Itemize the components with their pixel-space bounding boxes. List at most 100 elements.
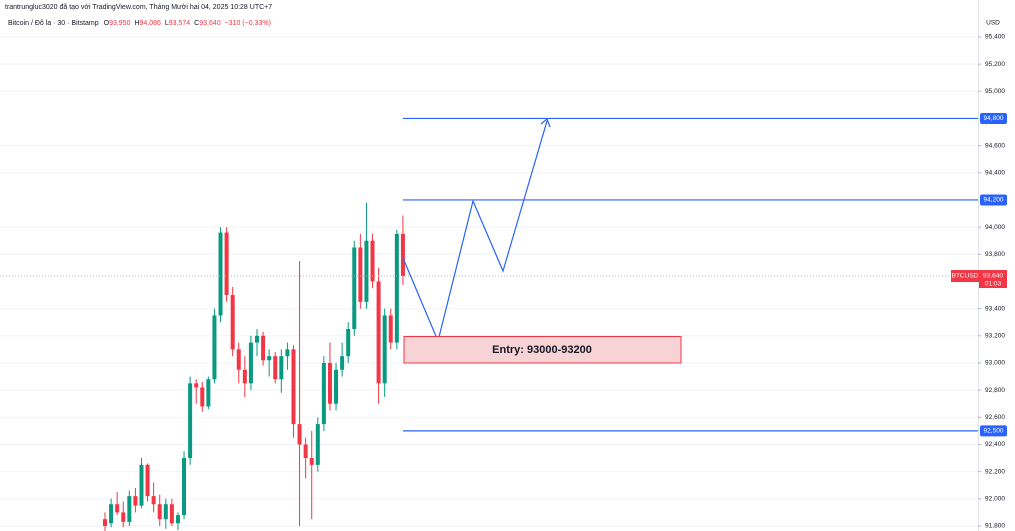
levels bbox=[0, 117, 978, 432]
candle-body bbox=[340, 356, 345, 370]
candle-body bbox=[370, 240, 375, 282]
symbol-name: Bitcoin / Đô la · 30 · Bitstamp bbox=[8, 20, 99, 27]
y-tick-label: 95,200 bbox=[985, 61, 1005, 68]
candle-body bbox=[297, 424, 302, 445]
level-badge bbox=[980, 425, 1007, 437]
candle-body bbox=[157, 504, 162, 520]
y-tick-label: 94,400 bbox=[985, 170, 1005, 177]
candle-body bbox=[382, 315, 387, 384]
candle-body bbox=[309, 458, 314, 465]
candle-body bbox=[236, 349, 241, 370]
candle-body bbox=[388, 315, 393, 343]
candle-body bbox=[194, 383, 199, 388]
candle-body bbox=[334, 369, 339, 404]
candle-body bbox=[358, 247, 363, 302]
level-label: 94,200 bbox=[984, 197, 1004, 204]
entry-zone bbox=[403, 336, 682, 364]
y-tick-label: 94,600 bbox=[985, 142, 1005, 149]
candle-body bbox=[279, 356, 284, 380]
candle-body bbox=[321, 362, 326, 425]
level-label: 94,800 bbox=[984, 115, 1004, 122]
candle-body bbox=[200, 387, 205, 407]
candle-body bbox=[169, 504, 174, 524]
y-tick-label: 91,800 bbox=[985, 523, 1005, 530]
entry-label: Entry: 93000-93200 bbox=[492, 344, 592, 356]
symbol: Bitcoin / Đô la · 30 · Bitstamp O93,950 … bbox=[8, 20, 271, 27]
y-tick-label: 92,800 bbox=[985, 387, 1005, 394]
open-value: 93,950 bbox=[109, 20, 131, 27]
candle-body bbox=[188, 383, 193, 459]
candle-body bbox=[182, 458, 187, 516]
y-tick-label: 93,000 bbox=[985, 360, 1005, 367]
y-tick-label: 92,600 bbox=[985, 414, 1005, 421]
high-value: 94,086 bbox=[140, 20, 162, 27]
candle-body bbox=[175, 515, 180, 524]
candle-body bbox=[115, 504, 120, 513]
candle-body bbox=[291, 349, 296, 425]
level-badge bbox=[980, 112, 1007, 124]
candle-body bbox=[315, 424, 320, 465]
candle-body bbox=[327, 362, 332, 404]
y-tick-label: 93,800 bbox=[985, 251, 1005, 258]
candle-body bbox=[400, 233, 405, 277]
candle-body bbox=[109, 504, 114, 524]
candle-body bbox=[255, 335, 259, 343]
level-badge bbox=[980, 194, 1007, 206]
close-key: C bbox=[194, 20, 199, 27]
candle-body bbox=[103, 519, 107, 526]
y-tick-label: 93,200 bbox=[985, 333, 1005, 340]
candle-body bbox=[394, 233, 399, 343]
candle-body bbox=[364, 240, 369, 302]
currency: USD bbox=[986, 20, 1000, 27]
candle-body bbox=[352, 247, 357, 330]
candle-body bbox=[303, 444, 308, 459]
low-value: 93,574 bbox=[169, 20, 191, 27]
y-tick-label: 92,200 bbox=[985, 468, 1005, 475]
y-tick-label: 92,000 bbox=[985, 496, 1005, 503]
candles bbox=[103, 202, 405, 531]
level-label: 92,500 bbox=[984, 428, 1004, 435]
open-key: O bbox=[104, 20, 110, 27]
high-key: H bbox=[134, 20, 139, 27]
y-tick-label: 94,000 bbox=[985, 224, 1005, 231]
candle-body bbox=[163, 504, 168, 520]
last-price-value-badge bbox=[979, 270, 1007, 289]
candle-body bbox=[133, 496, 138, 506]
symbol-badge: BTCUSD bbox=[952, 273, 979, 280]
candle-body bbox=[151, 496, 156, 505]
last-price-label: 93,640 bbox=[983, 273, 1003, 280]
candle-body bbox=[267, 356, 272, 361]
y-tick-label: 95,400 bbox=[985, 34, 1005, 41]
y-tick-label: 92,400 bbox=[985, 441, 1005, 448]
candle-body bbox=[273, 356, 278, 380]
projection-path bbox=[402, 120, 548, 343]
candle-body bbox=[206, 379, 211, 407]
low-key: L bbox=[165, 20, 169, 27]
candle-body bbox=[212, 315, 217, 380]
y-tick-label: 95,000 bbox=[985, 88, 1005, 95]
close-value: 93,640 bbox=[199, 20, 221, 27]
candle-body bbox=[376, 281, 381, 384]
change: −310 (−0.33%) bbox=[225, 20, 271, 27]
candle-body bbox=[242, 369, 247, 384]
last-price-badge bbox=[951, 270, 979, 283]
candle-body bbox=[139, 464, 144, 506]
projection-arrowhead bbox=[540, 117, 551, 128]
candle-body bbox=[346, 329, 351, 357]
candle-body bbox=[261, 335, 266, 361]
candle-body bbox=[145, 464, 150, 497]
candle-body bbox=[127, 496, 132, 522]
y-tick-label: 93,400 bbox=[985, 305, 1005, 312]
candle-body bbox=[230, 295, 235, 350]
grid bbox=[0, 36, 978, 527]
candle-body bbox=[248, 342, 253, 384]
candle-body bbox=[121, 512, 126, 522]
attribution: trantrungluc3020 đã tạo với TradingView.… bbox=[5, 4, 272, 11]
candle-body bbox=[224, 232, 229, 296]
candle-body bbox=[218, 232, 223, 316]
countdown: 01:03 bbox=[985, 281, 1002, 288]
